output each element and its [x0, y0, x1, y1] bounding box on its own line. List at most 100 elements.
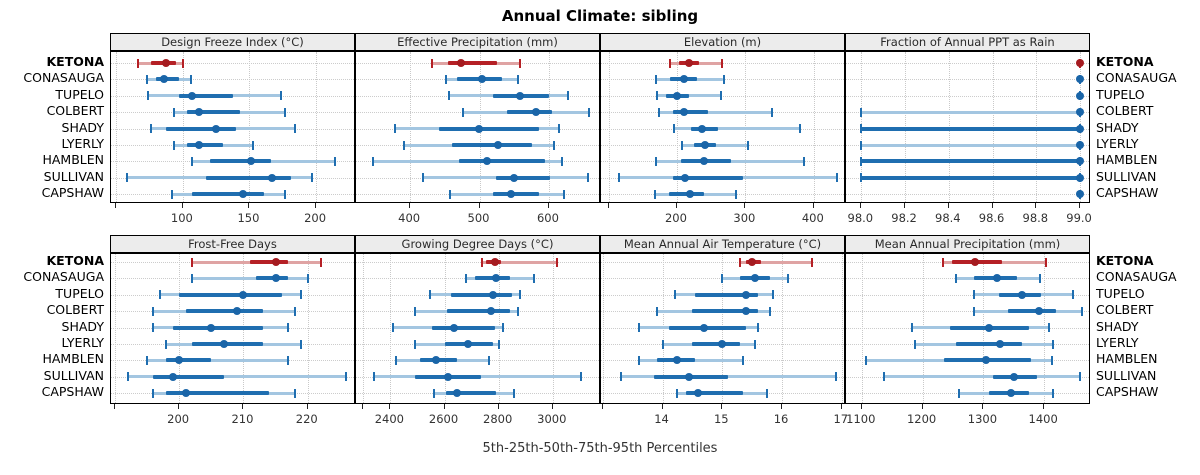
axis-tick: [409, 203, 411, 208]
gridline-h: [601, 95, 844, 97]
median-dot: [168, 372, 177, 381]
range-25-75: [192, 192, 265, 197]
gridline-h: [111, 79, 354, 81]
range-25-75: [165, 126, 237, 131]
axis-tick-label: 98.0: [847, 211, 874, 225]
site-label-shady: SHADY: [61, 119, 104, 135]
median-dot: [246, 157, 255, 166]
cap-95th: [284, 189, 287, 199]
median-dot: [271, 258, 280, 266]
cap-5th: [672, 124, 675, 134]
axis-tick-label: 16: [773, 412, 789, 426]
axis-tick: [1079, 203, 1081, 208]
axis-tick: [115, 203, 117, 208]
axis-tick: [721, 404, 723, 409]
cap-5th: [152, 388, 155, 398]
median-dot: [1017, 290, 1026, 299]
strip-title-elevation: Elevation (m): [683, 35, 762, 49]
cap-95th: [836, 173, 839, 183]
cap-5th: [448, 91, 450, 101]
axis-tick-label: 17: [833, 412, 849, 426]
panel-design-freeze-index: [110, 51, 355, 203]
cap-5th: [136, 58, 139, 68]
strip-title-growing-degree-days: Growing Degree Days (°C): [401, 237, 554, 251]
cap-95th: [300, 290, 303, 300]
strip-design-freeze-index: Design Freeze Index (°C): [110, 33, 355, 51]
cap-95th: [769, 306, 772, 316]
cap-95th: [252, 140, 255, 150]
cap-5th: [680, 140, 683, 150]
range-25-75: [438, 126, 540, 131]
median-dot: [490, 258, 499, 266]
panel-effective-precipitation: [355, 51, 600, 203]
cap-5th: [149, 124, 152, 134]
median-dot: [1076, 190, 1085, 199]
strip-mean-annual-precipitation: Mean Annual Precipitation (mm): [845, 235, 1090, 253]
axis-tick-label: 150: [237, 211, 260, 225]
cap-5th: [658, 107, 661, 117]
site-label-ketona: KETONA: [46, 54, 104, 69]
median-dot: [996, 340, 1005, 348]
axis-tick: [1043, 404, 1045, 409]
cap-5th: [191, 257, 194, 267]
median-dot: [698, 124, 707, 133]
axis-tick: [497, 404, 499, 409]
cap-95th: [181, 58, 184, 68]
axis-tick-label: 210: [231, 412, 254, 426]
gridline-v: [745, 52, 747, 202]
axis-tick: [443, 404, 445, 409]
median-dot: [982, 356, 991, 365]
cap-95th: [803, 156, 806, 166]
range-5-95: [861, 110, 1081, 114]
range-25-75: [249, 260, 289, 264]
cap-5th: [913, 339, 916, 349]
median-dot: [487, 307, 496, 316]
axis-tick-label: 98.2: [891, 211, 917, 225]
cap-95th: [333, 156, 336, 166]
site-label-tupelo: TUPELO: [55, 86, 104, 102]
cap-5th: [941, 257, 944, 267]
median-dot: [685, 372, 694, 381]
cap-95th: [721, 58, 724, 68]
cap-95th: [553, 140, 556, 150]
median-dot: [1076, 75, 1085, 84]
cap-95th: [1045, 257, 1047, 267]
cap-95th: [557, 124, 560, 134]
range-25-75: [185, 309, 263, 314]
axis-tick: [478, 203, 480, 208]
site-label-capshaw: CAPSHAW: [41, 185, 104, 201]
cap-95th: [488, 355, 491, 365]
median-dot: [443, 372, 452, 381]
site-label-ketona: KETONA: [1096, 253, 1154, 268]
cap-5th: [955, 273, 958, 283]
range-5-95: [482, 260, 557, 264]
axis-tick-label: 3000: [537, 412, 567, 426]
axis-tick-label: 220: [295, 412, 318, 426]
gridline-h: [846, 95, 1089, 97]
cap-95th: [742, 355, 745, 365]
cap-95th: [293, 388, 296, 398]
cap-95th: [512, 388, 515, 398]
site-label-sullivan: SULLIVAN: [1096, 367, 1157, 383]
axis-tick: [601, 404, 603, 409]
cap-5th: [655, 306, 658, 316]
range-25-75: [446, 309, 511, 314]
cap-95th: [757, 323, 760, 333]
median-dot: [463, 340, 472, 348]
cap-95th: [586, 173, 589, 183]
axis-tick-label: 1100: [846, 412, 876, 426]
cap-95th: [1079, 372, 1082, 382]
cap-5th: [973, 306, 976, 316]
strip-growing-degree-days: Growing Degree Days (°C): [355, 235, 600, 253]
median-dot: [1009, 372, 1018, 381]
cap-95th: [561, 156, 564, 166]
median-dot: [488, 290, 497, 299]
axis-tick-label: 400: [398, 211, 421, 225]
median-dot: [457, 59, 466, 67]
range-25-75: [861, 159, 1081, 164]
cap-5th: [673, 290, 676, 300]
gridline-v: [410, 52, 412, 202]
gridline-h: [356, 262, 599, 263]
cap-5th: [429, 290, 432, 300]
gridline-h: [846, 63, 1089, 64]
